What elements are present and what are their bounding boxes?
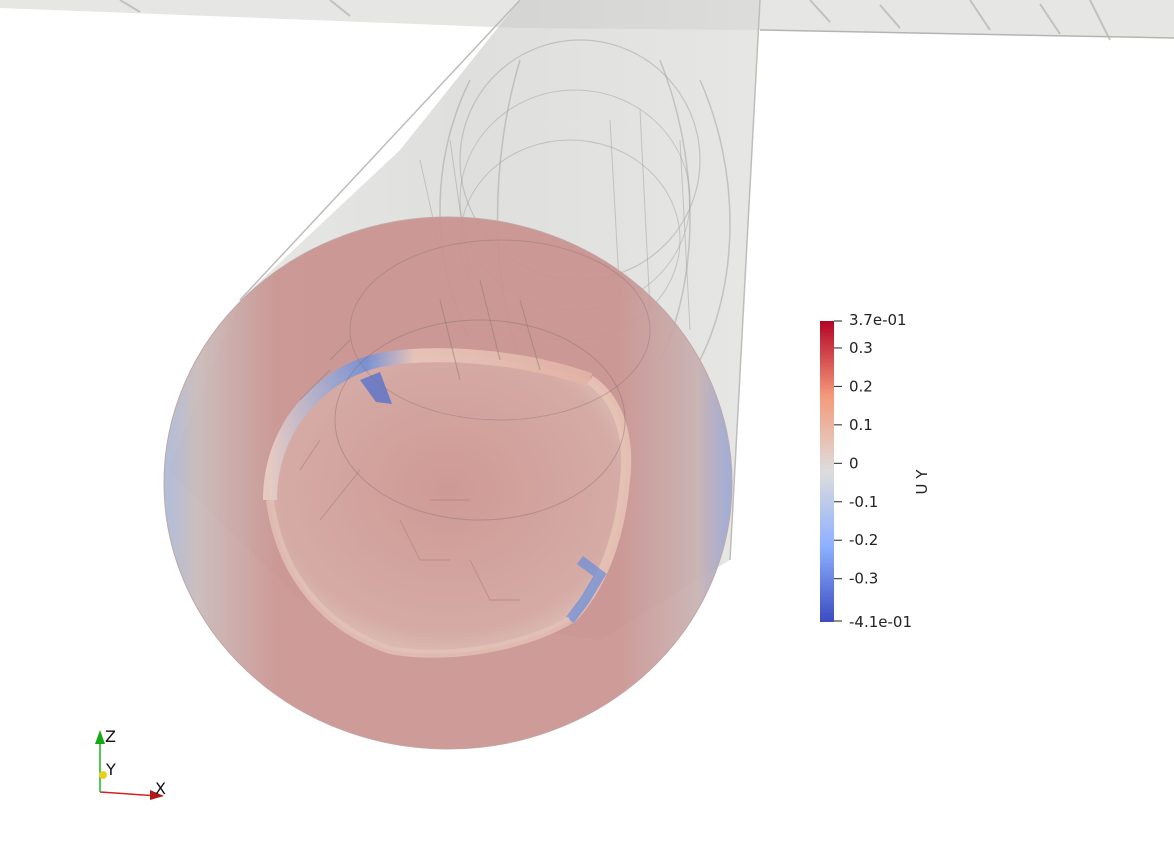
orientation-axes: X Z Y	[95, 727, 166, 800]
z-axis-arrow	[95, 730, 105, 744]
z-axis-label: Z	[105, 727, 116, 746]
x-axis-arrow	[150, 790, 164, 800]
y-axis-label: Y	[105, 760, 116, 779]
x-axis-label: X	[155, 779, 166, 798]
inner-bore	[263, 239, 651, 658]
y-axis-point	[99, 771, 107, 779]
